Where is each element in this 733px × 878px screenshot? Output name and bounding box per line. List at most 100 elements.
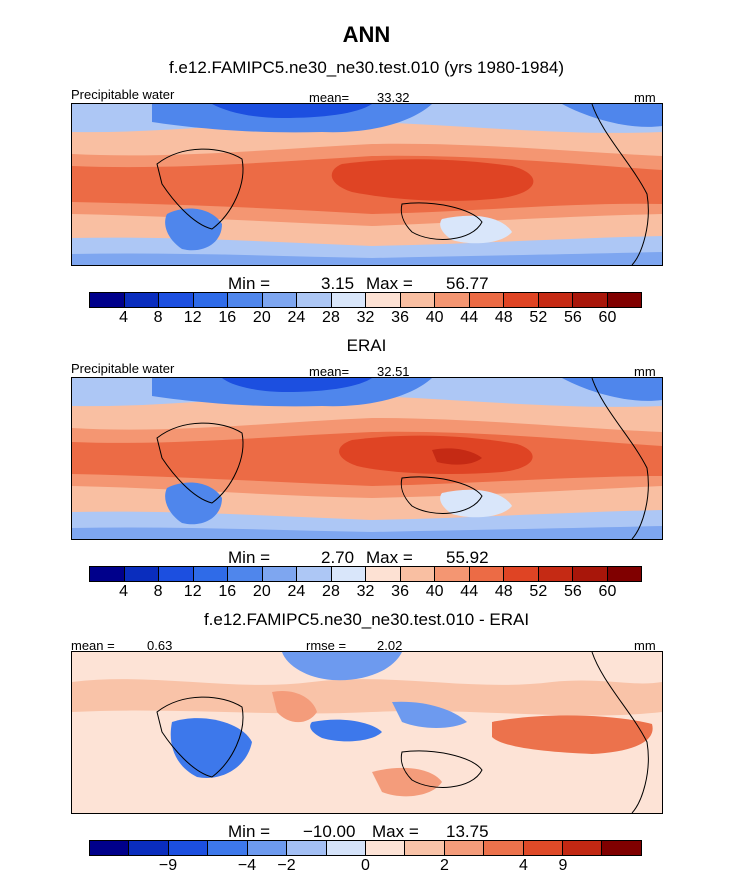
panel3-mean-value: 0.63 bbox=[147, 638, 173, 653]
colorbar-tick-label: 20 bbox=[252, 583, 271, 600]
colorbar-swatch bbox=[484, 841, 524, 855]
panel1-min-value: 3.15 bbox=[321, 274, 355, 293]
panel3-min-label: Min = bbox=[228, 822, 271, 841]
panel2-north-dry bbox=[152, 378, 432, 407]
colorbar-swatch bbox=[90, 841, 130, 855]
panel3-north-pos bbox=[72, 679, 662, 716]
colorbar-swatch bbox=[538, 567, 573, 581]
colorbar-tick-label: 52 bbox=[529, 583, 548, 600]
colorbar-tick-label: 16 bbox=[218, 583, 237, 600]
panel1-units: mm bbox=[634, 90, 656, 105]
colorbar-swatch bbox=[124, 293, 159, 307]
colorbar-swatch bbox=[538, 293, 573, 307]
panel2-tibet-dry bbox=[222, 378, 372, 392]
colorbar-swatch bbox=[262, 293, 297, 307]
colorbar-swatch bbox=[435, 293, 470, 307]
colorbar-tick-label: 24 bbox=[287, 309, 306, 326]
colorbar-swatch bbox=[90, 293, 125, 307]
panel3-maritime-neg bbox=[392, 701, 467, 728]
colorbar-swatch bbox=[208, 841, 248, 855]
panel2-south-cold bbox=[72, 526, 662, 539]
colorbar-tick-label: 4 bbox=[119, 583, 129, 600]
panel2-title: ERAI bbox=[346, 336, 387, 355]
panel2-min-value: 2.70 bbox=[321, 548, 355, 567]
panel3-min-value: −10.00 bbox=[303, 822, 356, 841]
panel1-south-cold bbox=[72, 252, 662, 265]
panel2-units: mm bbox=[634, 364, 656, 379]
colorbar-swatch bbox=[159, 567, 194, 581]
colorbar-tick-label: 20 bbox=[252, 309, 271, 326]
panel3-indian-neg bbox=[310, 719, 382, 742]
colorbar-swatch bbox=[287, 841, 327, 855]
colorbar-tick-label: 56 bbox=[563, 309, 582, 326]
colorbar-tick-label: 40 bbox=[425, 309, 444, 326]
colorbar-swatch bbox=[331, 293, 366, 307]
colorbar-swatch bbox=[469, 567, 504, 581]
colorbar-swatch bbox=[193, 567, 228, 581]
panel1-colorbar-ticks: 4 8 12 16 20 24 28 32 36 40 44 48 52 56 60 bbox=[89, 309, 642, 329]
panel1-variable-label: Precipitable water bbox=[71, 87, 175, 102]
colorbar-swatch bbox=[297, 567, 332, 581]
panel1-north-dry bbox=[152, 104, 432, 133]
colorbar-tick-label: 8 bbox=[153, 583, 163, 600]
colorbar-tick-label: 48 bbox=[494, 583, 513, 600]
colorbar-tick-label: 8 bbox=[153, 309, 163, 326]
panel3-units: mm bbox=[634, 638, 656, 653]
panel2-variable-label: Precipitable water bbox=[71, 361, 175, 376]
panel2-warmpool-core bbox=[432, 448, 482, 465]
colorbar-swatch bbox=[262, 567, 297, 581]
panel1-americas-dry bbox=[562, 104, 662, 127]
colorbar-swatch bbox=[504, 567, 539, 581]
panel1-map bbox=[71, 103, 663, 266]
panel2-coast-americas bbox=[591, 378, 649, 539]
colorbar-swatch bbox=[366, 567, 401, 581]
colorbar-swatch bbox=[124, 567, 159, 581]
panel3-coast-americas bbox=[591, 652, 649, 813]
panel3-australia-pos bbox=[372, 767, 442, 797]
panel1-safrica-dry bbox=[165, 208, 222, 251]
colorbar-tick-label: 44 bbox=[460, 583, 479, 600]
panel3-rmse-value: 2.02 bbox=[377, 638, 403, 653]
panel3-coast-africa bbox=[156, 696, 244, 778]
colorbar-swatch bbox=[129, 841, 169, 855]
colorbar-tick-label: 28 bbox=[322, 583, 340, 600]
panel3-map bbox=[71, 651, 663, 814]
colorbar-swatch bbox=[297, 293, 332, 307]
panel3-tibet-neg bbox=[282, 652, 402, 681]
colorbar-tick-label: 2 bbox=[440, 857, 449, 874]
colorbar-tick-label: 12 bbox=[183, 583, 202, 600]
panel1-max-value: 56.77 bbox=[446, 274, 489, 293]
colorbar-tick-label: 52 bbox=[529, 309, 548, 326]
panel3-max-label: Max = bbox=[372, 822, 419, 841]
panel2-max-label: Max = bbox=[366, 548, 413, 567]
colorbar-swatch bbox=[90, 567, 125, 581]
colorbar-tick-label: 32 bbox=[356, 583, 375, 600]
colorbar-tick-label: 60 bbox=[598, 583, 617, 600]
colorbar-tick-label: 16 bbox=[218, 309, 237, 326]
colorbar-swatch bbox=[228, 293, 263, 307]
colorbar-swatch bbox=[563, 841, 603, 855]
colorbar-tick-label: 32 bbox=[356, 309, 375, 326]
colorbar-swatch bbox=[400, 567, 435, 581]
colorbar-swatch bbox=[469, 293, 504, 307]
colorbar-swatch bbox=[326, 841, 366, 855]
colorbar-swatch bbox=[607, 567, 641, 581]
colorbar-tick-label: 48 bbox=[494, 309, 513, 326]
colorbar-swatch bbox=[365, 841, 406, 855]
panel1-warmpool bbox=[331, 159, 534, 201]
panel1-max-label: Max = bbox=[366, 274, 413, 293]
colorbar-swatch bbox=[435, 567, 470, 581]
panel2-americas-dry bbox=[562, 378, 662, 401]
colorbar-tick-label: −2 bbox=[277, 857, 296, 874]
colorbar-swatch bbox=[523, 841, 564, 855]
colorbar-tick-label: 60 bbox=[598, 309, 617, 326]
colorbar-swatch bbox=[405, 841, 445, 855]
colorbar-tick-label: 28 bbox=[322, 309, 340, 326]
colorbar-swatch bbox=[331, 567, 366, 581]
colorbar-swatch bbox=[504, 293, 539, 307]
panel2-max-value: 55.92 bbox=[446, 548, 489, 567]
colorbar-swatch bbox=[228, 567, 263, 581]
colorbar-tick-label: 12 bbox=[183, 309, 202, 326]
panel1-coast-americas bbox=[591, 104, 649, 265]
page-title: ANN bbox=[342, 22, 391, 47]
